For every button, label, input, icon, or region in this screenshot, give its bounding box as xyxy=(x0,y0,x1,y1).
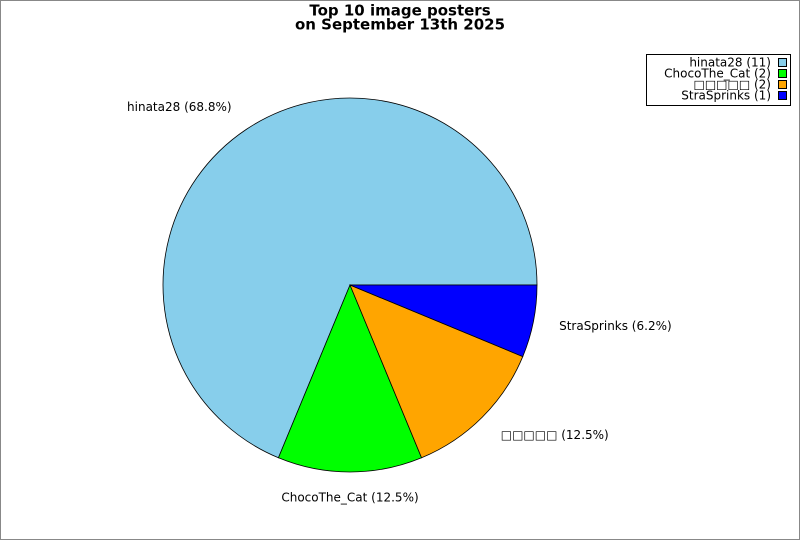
chart-title: on September 13th 2025 xyxy=(295,16,505,34)
slice-label: hinata28 (68.8%) xyxy=(127,100,232,114)
legend-label: ChocoThe_Cat (2) xyxy=(664,67,771,81)
legend-swatch xyxy=(778,91,787,100)
legend-label: hinata28 (11) xyxy=(689,56,771,70)
legend-label: □□□□□ (2) xyxy=(693,78,771,92)
slice-label: ChocoThe_Cat (12.5%) xyxy=(281,491,418,505)
slice-label: StraSprinks (6.2%) xyxy=(559,319,672,333)
legend-label: StraSprinks (1) xyxy=(681,89,771,103)
pie-slice xyxy=(162,97,538,459)
legend-swatch xyxy=(778,80,787,89)
legend-box xyxy=(646,54,791,106)
pie-slice xyxy=(277,283,423,473)
pie-slice xyxy=(349,284,538,358)
pie-slice xyxy=(349,284,524,459)
legend-swatch xyxy=(778,69,787,78)
slice-label: □□□□□ (12.5%) xyxy=(501,428,609,442)
legend-swatch xyxy=(778,58,787,67)
chart-title: Top 10 image posters xyxy=(309,2,490,20)
